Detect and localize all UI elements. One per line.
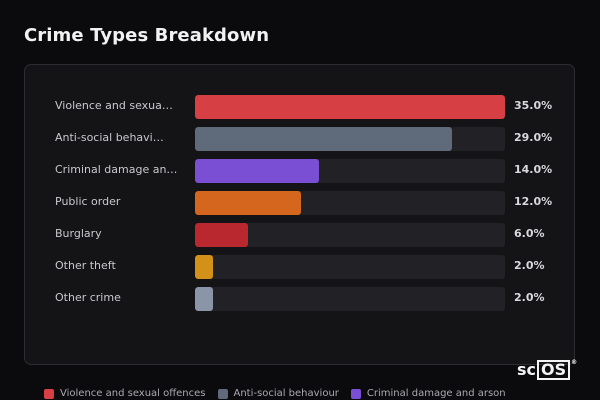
chart-legend: Violence and sexual offences Anti-social … (44, 387, 506, 400)
category-label: Burglary (55, 227, 102, 240)
legend-item: Violence and sexual offences (44, 388, 206, 399)
legend-item: Anti-social behaviour (217, 388, 339, 399)
bar-row: Anti-social behavi… 29.0% (25, 127, 576, 151)
bar-row: Burglary 6.0% (25, 223, 576, 247)
bar-row: Other crime 2.0% (25, 287, 576, 311)
chart-title: Crime Types Breakdown (24, 25, 270, 46)
value-label: 35.0% (514, 99, 553, 112)
value-label: 14.0% (514, 163, 553, 176)
legend-label: Violence and sexual offences (60, 388, 206, 399)
bar-track (195, 191, 505, 215)
brand-logo: sc OS ® (517, 360, 577, 380)
bar-row: Other theft 2.0% (25, 255, 576, 279)
bar (195, 159, 319, 183)
bar-row: Public order 12.0% (25, 191, 576, 215)
legend-swatch (44, 388, 54, 399)
value-label: 2.0% (514, 259, 545, 272)
category-label: Public order (55, 195, 121, 208)
chart-card: Violence and sexua… 35.0% Anti-social beha… (24, 64, 575, 365)
category-label: Anti-social behavi… (55, 131, 164, 144)
legend-item: Criminal damage and arson (350, 388, 506, 399)
value-label: 29.0% (514, 131, 553, 144)
value-label: 12.0% (514, 195, 553, 208)
category-label: Other theft (55, 259, 116, 272)
bar-track (195, 127, 505, 151)
bar-track (195, 159, 505, 183)
bar-track (195, 255, 505, 279)
category-label: Criminal damage an… (55, 163, 178, 176)
legend-swatch (217, 388, 228, 399)
bar-row: Violence and sexua… 35.0% (25, 95, 576, 119)
bar (195, 287, 213, 311)
legend-swatch (350, 388, 361, 399)
registered-mark-icon: ® (571, 359, 578, 366)
bar-track (195, 223, 505, 247)
legend-label: Criminal damage and arson (366, 388, 506, 399)
bar-row: Criminal damage an… 14.0% (25, 159, 576, 183)
legend-label: Anti-social behaviour (233, 388, 339, 399)
value-label: 2.0% (514, 291, 545, 304)
value-label: 6.0% (514, 227, 545, 240)
bar (195, 255, 213, 279)
category-label: Violence and sexua… (55, 99, 173, 112)
logo-prefix: sc (517, 360, 537, 379)
logo-boxed-text: OS (537, 360, 571, 380)
bar (195, 223, 248, 247)
bar (195, 191, 301, 215)
bar-track (195, 95, 505, 119)
bar (195, 95, 505, 119)
bar-track (195, 287, 505, 311)
category-label: Other crime (55, 291, 121, 304)
bar (195, 127, 452, 151)
